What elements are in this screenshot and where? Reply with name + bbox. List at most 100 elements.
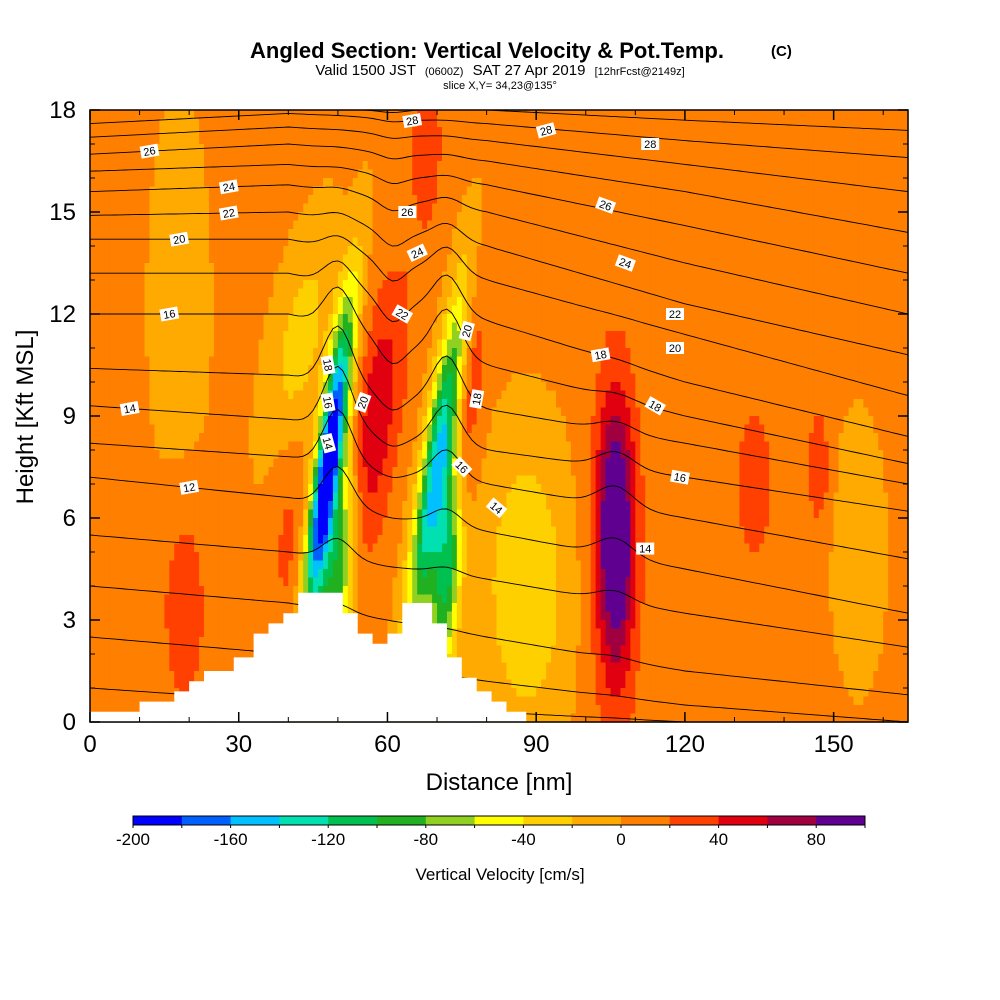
- velocity-cell: [278, 475, 284, 485]
- velocity-cell: [278, 144, 284, 154]
- velocity-cell: [213, 628, 220, 638]
- velocity-cell: [288, 399, 294, 409]
- velocity-cell: [164, 586, 170, 596]
- velocity-cell: [129, 467, 136, 477]
- velocity-cell: [412, 526, 418, 536]
- velocity-cell: [169, 620, 175, 630]
- velocity-cell: [94, 229, 101, 239]
- velocity-cell: [129, 288, 136, 298]
- velocity-cell: [367, 110, 374, 120]
- velocity-cell: [283, 314, 289, 324]
- velocity-cell: [179, 433, 185, 443]
- velocity-cell: [104, 543, 111, 553]
- velocity-cell: [144, 662, 151, 672]
- velocity-cell: [144, 314, 151, 324]
- velocity-cell: [362, 484, 369, 494]
- velocity-cell: [114, 467, 121, 477]
- velocity-cell: [387, 305, 394, 315]
- velocity-cell: [144, 543, 151, 553]
- velocity-cell: [189, 314, 195, 324]
- velocity-cell: [387, 501, 394, 511]
- velocity-cell: [223, 390, 230, 400]
- velocity-cell: [253, 475, 260, 485]
- velocity-cell: [372, 169, 379, 179]
- velocity-cell: [194, 178, 200, 188]
- velocity-cell: [94, 178, 101, 188]
- velocity-cell: [268, 229, 275, 239]
- velocity-cell: [159, 373, 165, 383]
- velocity-cell: [288, 518, 294, 528]
- velocity-cell: [184, 654, 190, 664]
- velocity-cell: [139, 339, 146, 349]
- velocity-cell: [99, 688, 106, 698]
- velocity-cell: [313, 254, 319, 264]
- velocity-cell: [243, 424, 250, 434]
- velocity-cell: [323, 288, 329, 298]
- velocity-cell: [248, 237, 255, 247]
- velocity-cell: [129, 569, 136, 579]
- velocity-cell: [407, 501, 413, 511]
- velocity-cell: [159, 543, 165, 553]
- velocity-cell: [129, 594, 136, 604]
- velocity-cell: [402, 186, 408, 196]
- velocity-cell: [258, 220, 265, 230]
- velocity-cell: [189, 637, 195, 647]
- velocity-cell: [174, 526, 180, 536]
- velocity-cell: [124, 645, 131, 655]
- velocity-cell: [154, 552, 161, 562]
- velocity-cell: [308, 484, 314, 494]
- velocity-cell: [357, 305, 364, 315]
- velocity-cell: [238, 407, 245, 417]
- velocity-cell: [99, 246, 106, 256]
- velocity-cell: [407, 178, 413, 188]
- velocity-cell: [104, 178, 111, 188]
- velocity-cell: [253, 577, 260, 587]
- velocity-cell: [313, 356, 319, 366]
- velocity-cell: [233, 560, 240, 570]
- velocity-cell: [208, 356, 215, 366]
- velocity-cell: [347, 526, 354, 536]
- velocity-cell: [144, 229, 151, 239]
- velocity-cell: [432, 144, 438, 154]
- velocity-cell: [407, 492, 413, 502]
- velocity-cell: [392, 297, 398, 307]
- velocity-cell: [149, 424, 156, 434]
- velocity-cell: [412, 220, 418, 230]
- velocity-cell: [263, 246, 270, 256]
- velocity-cell: [293, 373, 299, 383]
- velocity-cell: [387, 543, 394, 553]
- velocity-cell: [109, 220, 116, 230]
- velocity-cell: [372, 365, 379, 375]
- velocity-cell: [367, 356, 374, 366]
- velocity-cell: [323, 560, 329, 570]
- velocity-cell: [337, 390, 344, 400]
- velocity-cell: [323, 450, 329, 460]
- velocity-cell: [119, 195, 126, 205]
- velocity-cell: [208, 373, 215, 383]
- velocity-cell: [184, 518, 190, 528]
- velocity-cell: [109, 688, 116, 698]
- velocity-cell: [204, 501, 210, 511]
- velocity-cell: [124, 229, 131, 239]
- velocity-cell: [204, 467, 210, 477]
- velocity-cell: [377, 390, 384, 400]
- velocity-cell: [134, 509, 141, 519]
- velocity-cell: [362, 203, 369, 213]
- velocity-cell: [228, 475, 235, 485]
- velocity-cell: [332, 526, 339, 536]
- velocity-cell: [382, 186, 389, 196]
- velocity-cell: [303, 339, 309, 349]
- velocity-cell: [104, 135, 111, 145]
- velocity-cell: [377, 254, 384, 264]
- velocity-cell: [298, 339, 304, 349]
- velocity-cell: [99, 671, 106, 681]
- velocity-cell: [357, 152, 364, 162]
- velocity-cell: [288, 212, 294, 222]
- velocity-cell: [90, 705, 96, 715]
- velocity-cell: [94, 280, 101, 290]
- velocity-cell: [313, 229, 319, 239]
- velocity-cell: [417, 195, 423, 205]
- velocity-cell: [184, 195, 190, 205]
- velocity-cell: [154, 365, 161, 375]
- velocity-cell: [273, 603, 279, 613]
